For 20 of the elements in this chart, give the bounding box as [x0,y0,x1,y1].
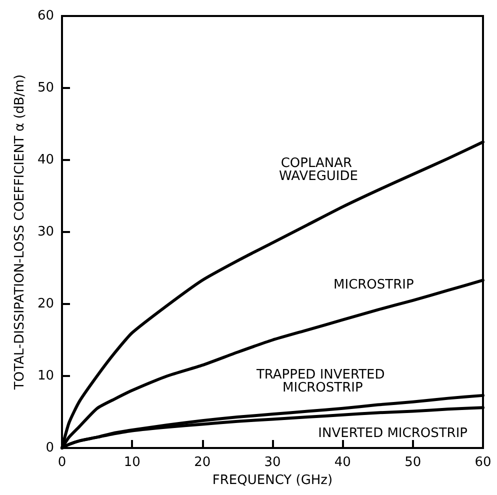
x-tick-label: 60 [474,455,492,470]
y-tick-label: 50 [37,80,54,96]
x-tick-label: 30 [264,455,281,470]
x-axis-title: FREQUENCY (GHz) [212,473,333,488]
y-tick-label: 30 [37,224,54,240]
series-label: TRAPPED INVERTED MICROSTRIP [255,367,389,396]
x-tick-label: 0 [58,455,66,470]
y-tick-label: 40 [37,152,54,168]
x-tick-label: 20 [194,455,211,470]
series-label: COPLANAR WAVEGUIDE [279,156,358,184]
y-tick-label: 0 [46,440,54,456]
y-tick-label: 60 [37,8,54,24]
series-label: INVERTED MICROSTRIP [318,426,468,441]
series-label: MICROSTRIP [334,277,414,292]
y-tick-label: 10 [37,368,54,384]
x-tick-label: 40 [334,455,351,470]
y-tick-label: 20 [37,296,54,312]
x-tick-label: 50 [404,455,422,470]
x-tick-label: 10 [124,455,140,470]
y-axis-title: TOTAL-DISSIPATION-LOSS COEFFICIENT α (dB/m) [12,74,28,391]
